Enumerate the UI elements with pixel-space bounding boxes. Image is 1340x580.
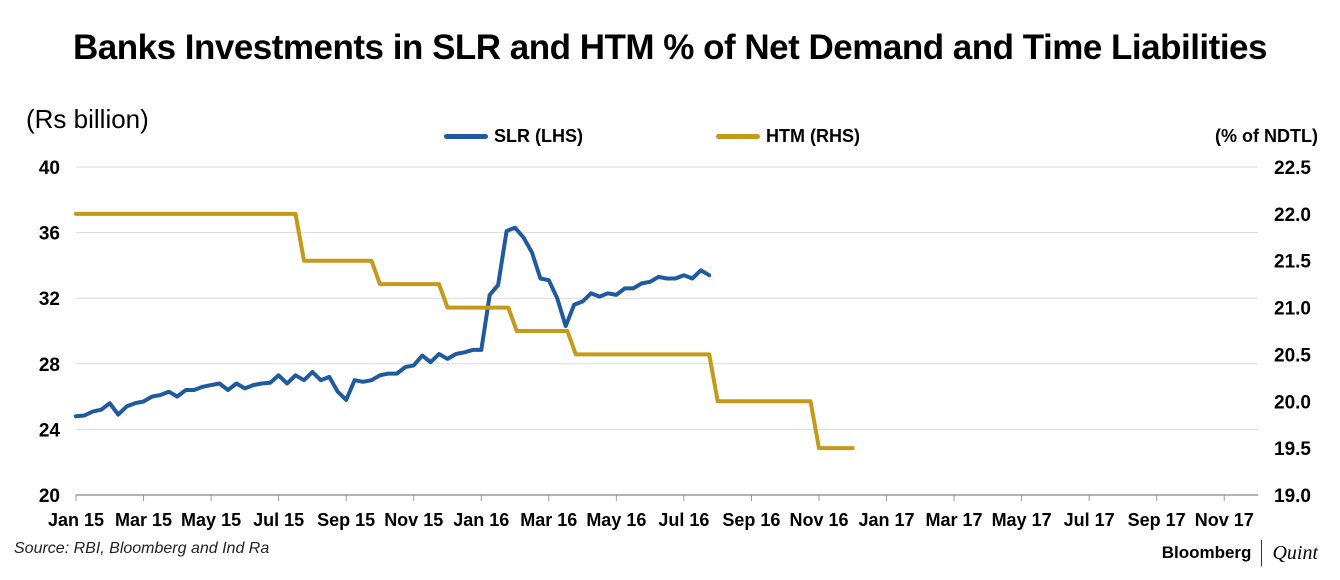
x-tick-label-6: Jan 16 bbox=[453, 510, 509, 530]
left-axis-unit-label: (Rs billion) bbox=[26, 104, 149, 134]
source-note: Source: RBI, Bloomberg and Ind Ra bbox=[14, 540, 270, 557]
x-tick-label-11: Nov 16 bbox=[789, 510, 848, 530]
x-tick-label-7: Mar 16 bbox=[520, 510, 577, 530]
chart-title: Banks Investments in SLR and HTM % of Ne… bbox=[73, 28, 1267, 67]
y-right-tick-label-6: 19.5 bbox=[1274, 439, 1311, 460]
y-left-tick-label-4: 24 bbox=[39, 420, 61, 441]
legend-swatch-slr bbox=[444, 134, 488, 139]
y-left-tick-label-5: 20 bbox=[39, 486, 60, 507]
y-left-tick-label-1: 36 bbox=[39, 224, 60, 245]
series-line-slr bbox=[74, 225, 712, 419]
x-tick-label-4: Sep 15 bbox=[317, 510, 375, 530]
x-tick-label-16: Sep 17 bbox=[1128, 510, 1186, 530]
x-tick-label-3: Jul 15 bbox=[253, 510, 304, 530]
x-tick-label-13: Mar 17 bbox=[926, 510, 983, 530]
legend-item-htm: HTM (RHS) bbox=[716, 126, 860, 147]
y-right-tick-label-5: 20.0 bbox=[1274, 392, 1311, 413]
y-right-tick-label-2: 21.5 bbox=[1274, 252, 1311, 273]
brand-bloomberg: Bloomberg bbox=[1161, 543, 1252, 562]
legend-label-htm: HTM (RHS) bbox=[766, 126, 860, 146]
x-tick-label-14: May 17 bbox=[992, 510, 1052, 530]
brand-quint: Quint bbox=[1272, 541, 1318, 564]
y-right-tick-label-3: 21.0 bbox=[1274, 299, 1311, 320]
x-tick-label-2: May 15 bbox=[181, 510, 241, 530]
y-right-tick-label-1: 22.0 bbox=[1274, 205, 1311, 226]
x-tick-label-15: Jul 17 bbox=[1064, 510, 1115, 530]
x-tick-label-0: Jan 15 bbox=[48, 510, 104, 530]
right-axis-unit-label: (% of NDTL) bbox=[1215, 126, 1318, 146]
legend-label-slr: SLR (LHS) bbox=[494, 126, 583, 146]
x-tick-label-10: Sep 16 bbox=[722, 510, 780, 530]
legend-swatch-htm bbox=[716, 134, 760, 139]
brand-logo: Bloomberg Quint bbox=[1162, 540, 1318, 566]
y-right-tick-label-4: 20.5 bbox=[1274, 345, 1311, 366]
x-tick-label-12: Jan 17 bbox=[858, 510, 914, 530]
y-left-tick-label-3: 28 bbox=[39, 355, 60, 376]
y-right-tick-label-0: 22.5 bbox=[1274, 158, 1311, 179]
y-right-tick-label-7: 19.0 bbox=[1274, 486, 1311, 507]
x-tick-label-1: Mar 15 bbox=[115, 510, 172, 530]
brand-divider bbox=[1261, 540, 1263, 566]
y-left-tick-label-0: 40 bbox=[39, 158, 60, 179]
legend-item-slr: SLR (LHS) bbox=[444, 126, 583, 147]
series-line-htm bbox=[74, 211, 855, 451]
x-tick-label-5: Nov 15 bbox=[384, 510, 443, 530]
x-tick-label-8: May 16 bbox=[586, 510, 646, 530]
x-tick-label-9: Jul 16 bbox=[658, 510, 709, 530]
y-left-tick-label-2: 32 bbox=[39, 289, 60, 310]
x-tick-label-17: Nov 17 bbox=[1195, 510, 1254, 530]
